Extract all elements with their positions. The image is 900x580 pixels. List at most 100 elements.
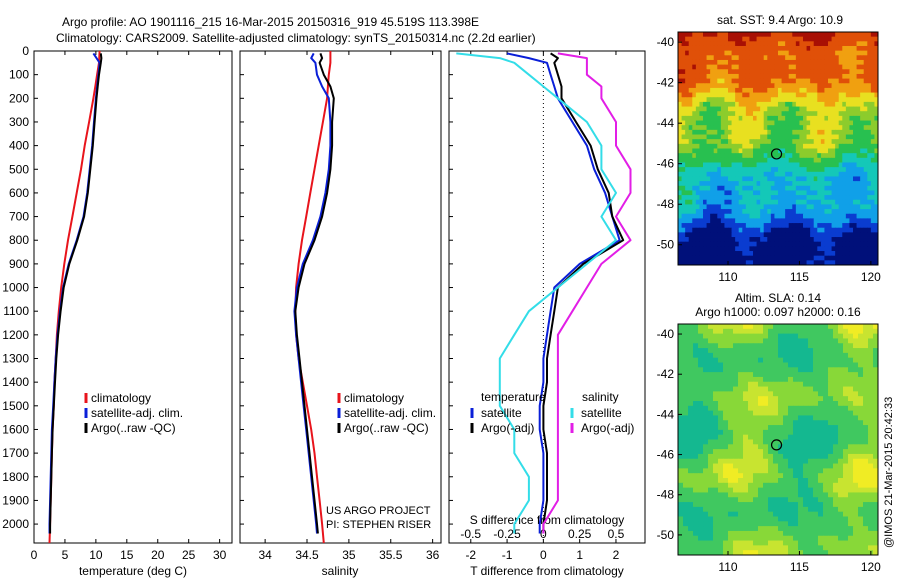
sst-map-cell: [813, 129, 818, 135]
sla-map-cell: [843, 502, 849, 508]
sst-map-cell: [760, 125, 765, 131]
sla-map-cell: [753, 376, 759, 383]
sla-map-cell: [803, 497, 809, 503]
sst-map-cell: [842, 41, 847, 47]
legend-label: satellite: [481, 406, 522, 420]
sst-map-cell: [756, 73, 761, 79]
sst-map-cell: [756, 64, 761, 70]
sla-map-cell: [758, 535, 764, 541]
sla-map-cell: [843, 328, 849, 335]
sst-map-cell: [849, 246, 854, 252]
sla-map-cell: [698, 381, 704, 387]
sst-map-cell: [706, 260, 711, 266]
sla-map-cell: [773, 487, 779, 493]
sla-map-cell: [813, 506, 819, 513]
sla-map-cell: [838, 453, 844, 460]
sla-map-cell: [788, 343, 794, 349]
sst-map-cell: [867, 139, 872, 145]
depth-tick-label: 1500: [2, 399, 29, 413]
sla-map-cell: [838, 468, 844, 474]
sla-map-cell: [823, 372, 829, 378]
sla-map-cell: [848, 526, 854, 532]
sla-map-cell: [843, 381, 849, 387]
sst-map-cell: [824, 176, 829, 182]
sla-map-cell: [823, 458, 829, 464]
legend-label: satellite-adj. clim.: [344, 406, 436, 420]
sla-map-cell: [813, 352, 819, 359]
sst-map-cell: [813, 83, 818, 89]
sst-map-cell: [692, 73, 697, 79]
sst-map-cell: [870, 204, 875, 210]
sla-map-cell: [838, 401, 844, 407]
sst-map-cell: [831, 162, 836, 168]
sst-map-cell: [703, 50, 707, 56]
sla-map-cell: [858, 492, 864, 498]
sst-map-cell: [717, 185, 722, 191]
sla-map-cell: [833, 453, 839, 460]
sst-map-cell: [720, 50, 725, 56]
sla-xtick-label: 120: [861, 560, 881, 574]
sla-map-cell: [823, 511, 829, 517]
sst-map-cell: [699, 32, 704, 38]
sst-map-cell: [863, 232, 868, 238]
sla-map-cell: [793, 492, 799, 498]
sst-map-cell: [856, 213, 861, 219]
sst-map-cell: [799, 125, 804, 131]
sla-map-cell: [873, 415, 879, 421]
sst-map-cell: [685, 237, 690, 243]
sla-map-cell: [778, 338, 784, 344]
sst-map-cell: [724, 181, 729, 187]
sst-map-cell: [692, 218, 697, 224]
sst-map-cell: [735, 64, 740, 70]
sst-map-cell: [870, 55, 875, 61]
sst-map-cell: [845, 223, 850, 229]
sst-map-cell: [763, 32, 768, 38]
sla-map-cell: [853, 458, 859, 464]
sla-map-cell: [813, 425, 819, 431]
sst-map-cell: [699, 176, 704, 182]
sla-map-cell: [828, 352, 834, 359]
sst-map-cell: [770, 134, 775, 140]
sla-map-cell: [733, 367, 739, 373]
sla-map-cell: [678, 391, 684, 397]
sst-map-cell: [870, 120, 875, 126]
sst-map-cell: [867, 237, 872, 243]
sla-map-cell: [763, 376, 769, 383]
sst-map-cell: [824, 120, 829, 126]
sst-map-cell: [842, 255, 847, 261]
sst-map-cell: [753, 181, 757, 187]
sla-map-cell: [803, 516, 809, 522]
sst-map-cell: [842, 181, 847, 187]
sst-map-cell: [817, 223, 822, 229]
sst-map-cell: [813, 59, 818, 66]
sla-map-cell: [818, 376, 824, 383]
sla-map-cell: [678, 401, 684, 407]
sla-map-cell: [823, 401, 829, 407]
sla-map-cell: [778, 352, 784, 359]
sst-map-cell: [770, 59, 775, 66]
sst-map-cell: [774, 125, 779, 131]
sla-map-cell: [778, 468, 784, 474]
sst-map-cell: [853, 97, 857, 103]
sla-map-cell: [778, 429, 784, 436]
sst-map-cell: [838, 181, 843, 187]
sla-map-cell: [738, 410, 744, 416]
sst-map-cell: [817, 73, 822, 79]
sst-map-cell: [820, 115, 825, 121]
sla-map-cell: [758, 473, 764, 479]
sla-map-cell: [853, 535, 859, 541]
sst-map-cell: [724, 83, 729, 89]
sst-map-cell: [870, 111, 875, 117]
sla-map-cell: [733, 545, 739, 551]
sst-map-cell: [706, 36, 711, 42]
sla-map-cell: [783, 333, 789, 339]
sst-map-cell: [806, 111, 811, 117]
sla-map-cell: [788, 482, 794, 489]
sst-map-cell: [717, 41, 722, 47]
sst-map-cell: [760, 115, 765, 121]
sla-map-cell: [803, 550, 809, 556]
sst-map-cell: [842, 260, 847, 266]
sla-map-cell: [813, 535, 819, 541]
legend-label: satellite-adj. clim.: [91, 406, 183, 420]
sla-map-cell: [773, 540, 779, 546]
